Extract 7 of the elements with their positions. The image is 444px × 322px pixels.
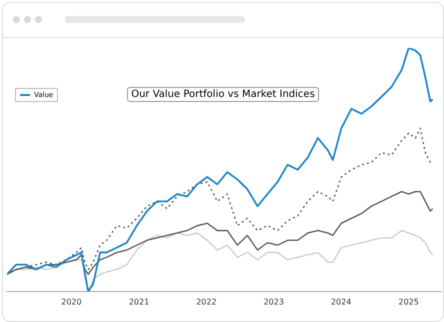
- x-tick-label: 2022: [196, 297, 217, 306]
- x-tick-label: 2023: [264, 297, 284, 306]
- x-tick-label: 2025: [398, 297, 419, 306]
- text: Our Value Portfolio vs Market Indices: [127, 87, 319, 102]
- x-tick-label: 2020: [61, 297, 82, 306]
- x-tick-label: 2021: [128, 297, 150, 306]
- x-tick-label: 2024: [330, 297, 352, 306]
